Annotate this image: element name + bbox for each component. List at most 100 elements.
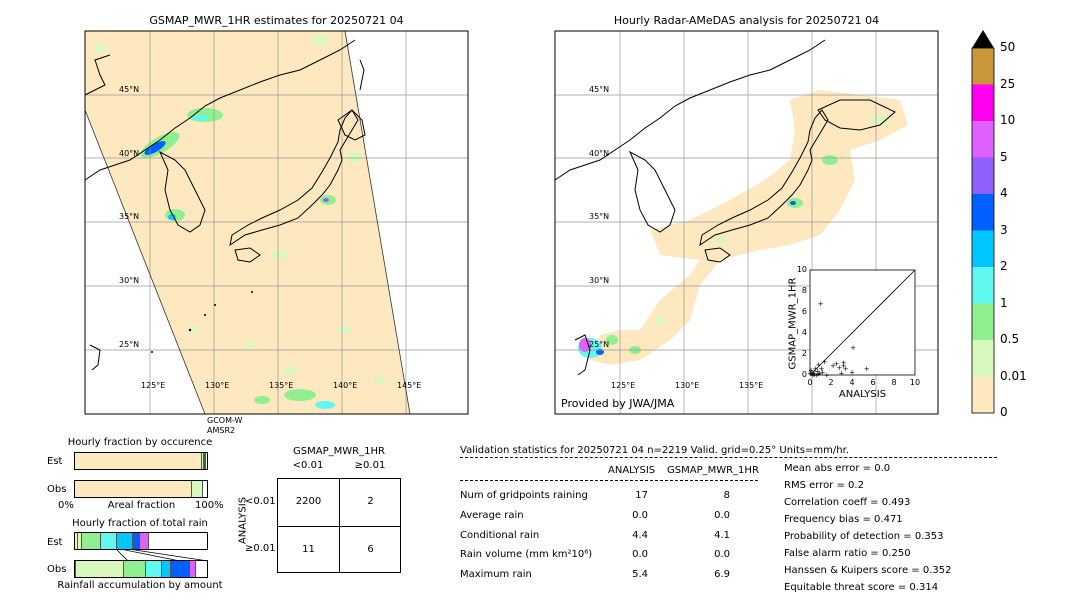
- inset-points: +++++++++++++ ++++++++++++ +++: [807, 300, 870, 379]
- bar-segment: [162, 561, 172, 577]
- inset-ytick: 8: [801, 286, 807, 295]
- inset-ytick: 10: [796, 265, 807, 274]
- scatter-point: +: [815, 370, 821, 378]
- stat-gsmap-1: 0.0: [714, 510, 730, 521]
- colorbar-segment: [972, 48, 994, 85]
- score-0: Mean abs error = 0.0: [784, 463, 891, 474]
- occurrence-xtick-right: 100%: [195, 500, 224, 511]
- inset-xtick: 6: [870, 378, 876, 387]
- right-lon-125: 125°E: [611, 381, 636, 390]
- left-lat-40: 40°N: [119, 149, 140, 158]
- right-lat-25: 25°N: [589, 340, 610, 349]
- validation-header: Validation statistics for 20250721 04 n=…: [460, 445, 849, 456]
- scatter-point: +: [850, 344, 856, 352]
- bar-segment: [75, 453, 203, 469]
- scatter-point: +: [841, 359, 847, 367]
- colorbar-tick: 4: [1000, 186, 1008, 200]
- one-to-one-line: [809, 269, 916, 376]
- satellite-label-1: GCOM-W: [207, 416, 243, 425]
- scatter-point: +: [839, 369, 845, 377]
- stat-analysis-3: 0.0: [632, 549, 648, 560]
- scatter-point: +: [813, 372, 819, 380]
- left-lat-30: 30°N: [119, 276, 140, 285]
- scatter-point: +: [843, 365, 849, 373]
- colorbar-tick: 0.01: [1000, 368, 1027, 383]
- inset-xtick: 2: [828, 378, 834, 387]
- score-4: Probability of detection = 0.353: [784, 531, 944, 542]
- validation-subdivider: [460, 480, 758, 481]
- right-lat-30: 30°N: [589, 276, 610, 285]
- bar-segment: [189, 561, 197, 577]
- contingency-title: GSMAP_MWR_1HR: [293, 446, 385, 457]
- scatter-point: +: [812, 365, 818, 373]
- cell-miss: 11: [302, 544, 315, 555]
- right-lat-40: 40°N: [589, 149, 610, 158]
- total-rain-title: Hourly fraction of total rain: [72, 518, 208, 529]
- data-credit: Provided by JWA/JMA: [561, 397, 675, 410]
- scatter-point: +: [836, 364, 842, 372]
- right-lat-45: 45°N: [589, 85, 610, 94]
- scatter-point: +: [810, 370, 816, 378]
- bar-segment: [77, 533, 82, 549]
- inset-ylabel: GSMAP_MWR_1HR: [787, 277, 799, 370]
- bar-segment: [203, 453, 207, 469]
- colorbar-tick: 0: [1000, 405, 1008, 419]
- total-rain-xlabel: Rainfall accumulation by amount: [57, 580, 223, 591]
- scatter-point: +: [830, 362, 836, 370]
- inset-xtick: 0: [807, 378, 813, 387]
- scatter-point: +: [824, 372, 830, 380]
- colorbar-tick: 25: [1000, 76, 1016, 91]
- satellite-label-2: AMSR2: [207, 426, 236, 435]
- right-map: [554, 30, 939, 415]
- colorbar-segment: [972, 376, 994, 413]
- inset-xtick: 8: [891, 378, 897, 387]
- scatter-point: +: [822, 358, 828, 366]
- colorbar-segment: [972, 340, 994, 377]
- bar-segment: [75, 561, 77, 577]
- scatter-point: +: [815, 361, 821, 369]
- inset-xtick: 10: [909, 378, 921, 387]
- left-lat-45: 45°N: [119, 85, 140, 94]
- bar-segment: [139, 533, 149, 549]
- left-small-islands: [151, 291, 253, 353]
- scatter-point: +: [833, 360, 839, 368]
- scatter-point: +: [818, 300, 824, 308]
- colorbar-tick: 10: [1000, 113, 1016, 127]
- score-6: Hanssen & Kuipers score = 0.352: [784, 565, 952, 576]
- contingency-col-low: <0.01: [292, 460, 324, 471]
- inset-ytick: 6: [801, 307, 807, 316]
- cell-false-alarm: 2: [367, 496, 374, 507]
- validation-col-analysis: ANALYSIS: [608, 465, 656, 476]
- stat-label-4: Maximum rain: [460, 569, 532, 580]
- scatter-point: +: [808, 366, 814, 374]
- cell-hit: 6: [367, 544, 374, 555]
- score-2: Correlation coeff = 0.493: [784, 497, 911, 508]
- inset-xlabel: ANALYSIS: [838, 389, 887, 400]
- stat-analysis-2: 4.4: [632, 530, 648, 541]
- stat-analysis-4: 5.4: [632, 569, 648, 580]
- bar-segment: [75, 533, 78, 549]
- right-coastline: [554, 39, 896, 376]
- satellite-swath: [85, 31, 410, 414]
- stat-label-2: Conditional rain: [460, 530, 540, 541]
- score-7: Equitable threat score = 0.314: [784, 582, 939, 593]
- score-5: False alarm ratio = 0.250: [784, 548, 911, 559]
- colorbar-extend-triangle: [972, 30, 994, 48]
- left-lon-140: 140°E: [333, 381, 358, 390]
- stat-gsmap-3: 0.0: [714, 549, 730, 560]
- occurrence-xtick-left: 0%: [58, 500, 74, 511]
- colorbar-tick: 0.5: [1000, 332, 1020, 346]
- stat-gsmap-0: 8: [723, 490, 730, 501]
- bar-segment: [75, 481, 193, 497]
- inset-xtick: 4: [849, 378, 855, 387]
- bar-segment: [81, 533, 102, 549]
- colorbar-segment: [972, 267, 994, 304]
- stat-label-1: Average rain: [460, 510, 524, 521]
- occurrence-est-label: Est: [47, 456, 63, 467]
- scatter-point: +: [819, 365, 825, 373]
- scatter-point: +: [841, 362, 847, 370]
- contingency-row-low: <0.01: [245, 496, 276, 507]
- colorbar-segment: [972, 303, 994, 340]
- left-lat-35: 35°N: [119, 212, 140, 221]
